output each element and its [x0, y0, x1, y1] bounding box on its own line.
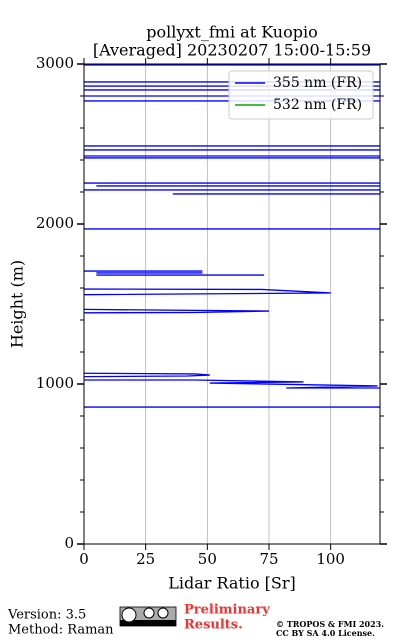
x-tick-label: 0	[79, 550, 89, 568]
x-axis-label: Lidar Ratio [Sr]	[168, 574, 296, 593]
x-tick-label: 50	[198, 550, 217, 568]
y-tick-label: 3000	[36, 54, 74, 72]
legend-label: 532 nm (FR)	[273, 97, 362, 113]
preliminary: Preliminary	[184, 603, 270, 618]
plot-frame	[83, 63, 381, 545]
cc-logo	[119, 606, 177, 627]
method: Method: Raman	[8, 623, 114, 638]
copyright: © TROPOS & FMI 2023.	[276, 619, 384, 629]
x-tick-label: 75	[259, 550, 278, 568]
legend-label: 355 nm (FR)	[273, 75, 362, 91]
plot-area	[83, 64, 380, 544]
chart-subtitle: [Averaged] 20230207 15:00-15:59	[93, 41, 371, 60]
legend: 355 nm (FR) 532 nm (FR)	[228, 70, 374, 120]
y-tick-label: 1000	[36, 374, 74, 392]
chart-title: pollyxt_fmi at Kuopio	[146, 23, 317, 42]
x-tick-label: 100	[316, 550, 345, 568]
y-axis-label: Height (m)	[8, 260, 27, 348]
version: Version: 3.5	[7, 608, 86, 623]
results: Results.	[184, 618, 243, 633]
y-tick-label: 0	[64, 534, 74, 552]
x-tick-label: 25	[136, 550, 155, 568]
y-tick-label: 2000	[36, 214, 74, 232]
license: CC BY SA 4.0 License.	[276, 628, 375, 638]
